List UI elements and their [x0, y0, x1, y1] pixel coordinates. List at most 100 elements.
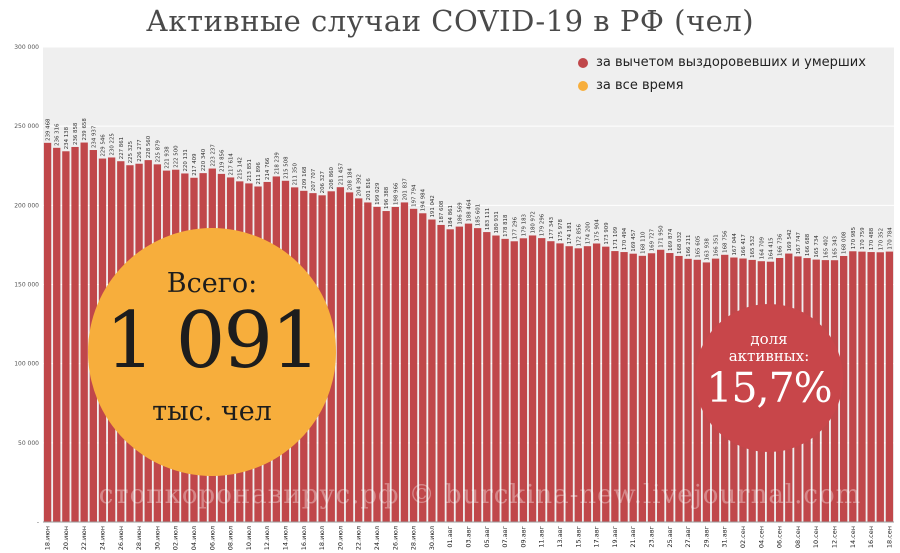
share-caption-line2: активных: — [728, 347, 810, 365]
legend-item-total: за все время — [578, 78, 684, 93]
data-label: 230 225 — [110, 133, 116, 155]
x-tick-label: 07.авг — [501, 525, 509, 547]
data-label: 167 044 — [732, 233, 738, 256]
bar — [336, 187, 345, 522]
bar — [510, 241, 518, 523]
share-value: 15,7% — [706, 364, 832, 412]
x-tick-label: 18.сен — [885, 526, 893, 548]
x-tick-label: 12.сен — [831, 526, 839, 548]
data-label: 239 468 — [46, 118, 52, 141]
data-label: 173 909 — [604, 222, 610, 245]
x-tick-label: 10.сен — [812, 526, 820, 548]
x-axis: 18.июн 20.июн 22.июн 24.июн 26.июн 28.июн 30.и… — [43, 521, 894, 550]
bar — [565, 246, 573, 522]
x-tick-label: 06.сен — [776, 526, 784, 548]
data-label: 167 747 — [796, 232, 802, 254]
bar — [53, 147, 61, 522]
data-label: 171 950 — [659, 225, 665, 248]
bar — [620, 252, 628, 523]
bar — [409, 208, 418, 522]
x-tick-label: 10.июл — [245, 526, 253, 550]
data-label: 168 756 — [723, 230, 729, 253]
data-label: 175 904 — [595, 219, 601, 242]
bar — [80, 142, 88, 522]
data-label: 169 874 — [668, 228, 674, 251]
data-label: 175 978 — [558, 219, 564, 242]
x-tick-label: 06.июл — [208, 526, 216, 550]
data-label: 185 601 — [476, 204, 482, 226]
data-label: 199 029 — [375, 182, 381, 205]
x-tick-label: 14.сен — [849, 526, 857, 548]
data-label: 217 614 — [229, 153, 235, 176]
data-label: 223 237 — [210, 144, 216, 166]
data-label: 180 972 — [531, 211, 537, 233]
x-tick-label: 11.авг — [538, 525, 546, 547]
data-label: 187 608 — [439, 200, 445, 223]
data-label: 165 402 — [823, 236, 829, 258]
data-label: 236 858 — [73, 122, 79, 145]
x-tick-label: 23.авг — [648, 525, 656, 547]
data-label: 171 109 — [613, 226, 619, 249]
bar — [583, 246, 592, 522]
bar — [364, 202, 372, 522]
bar — [849, 251, 857, 522]
bar — [556, 243, 564, 522]
data-label: 236 316 — [55, 123, 61, 146]
data-label: 198 966 — [393, 182, 399, 205]
data-label: 226 277 — [137, 139, 143, 161]
data-label: 165 532 — [750, 236, 756, 258]
bar — [666, 253, 674, 522]
x-tick-label: 30.июл — [428, 526, 436, 550]
bar — [455, 226, 464, 522]
data-label: 225 325 — [128, 141, 134, 163]
data-label: 166 417 — [741, 234, 747, 256]
data-label: 166 736 — [778, 233, 784, 256]
total-value: 1 091 — [105, 296, 320, 386]
data-label: 215 508 — [283, 156, 289, 179]
data-label: 204 392 — [357, 174, 363, 196]
bar — [547, 241, 555, 522]
data-labels: 239 468 236 316 234 138 236 858 239 658 234 9… — [46, 118, 894, 261]
data-label: 183 111 — [485, 208, 491, 230]
x-tick-label: 20.июн — [62, 526, 70, 550]
legend-label-active: за вычетом выздоровевших и умерших — [596, 55, 866, 70]
data-label: 211 457 — [338, 163, 344, 185]
bar — [373, 206, 381, 523]
x-tick-label: 02.сен — [739, 526, 747, 548]
data-label: 170 494 — [622, 227, 628, 250]
data-label: 164 415 — [768, 237, 774, 259]
x-tick-label: 29.авг — [702, 525, 710, 547]
data-label: 215 142 — [238, 157, 244, 179]
x-tick-label: 28.июл — [410, 526, 418, 550]
legend-item-active: за вычетом выздоровевших и умерших — [578, 55, 866, 70]
data-label: 184 861 — [448, 205, 454, 227]
data-label: 177 296 — [512, 216, 518, 239]
data-label: 177 343 — [549, 217, 555, 239]
x-tick-label: 26.июл — [391, 526, 399, 550]
data-label: 220 340 — [201, 148, 207, 171]
data-label: 170 784 — [887, 227, 893, 250]
x-tick-label: 17.авг — [593, 525, 601, 547]
y-tick-label: 150 000 — [14, 282, 39, 289]
x-tick-label: 08.июл — [227, 526, 235, 550]
data-label: 169 457 — [631, 229, 637, 251]
y-tick-label: 50 000 — [18, 440, 39, 447]
data-label: 218 239 — [274, 152, 280, 175]
data-label: 217 409 — [192, 153, 198, 176]
data-label: 170 985 — [851, 227, 857, 249]
x-tick-label: 24.июл — [373, 526, 381, 550]
bar — [437, 224, 445, 523]
bar — [355, 198, 363, 522]
bar — [657, 249, 665, 522]
x-tick-label: 25.авг — [666, 525, 674, 547]
share-caption-line1: доля — [750, 330, 788, 348]
bar — [611, 251, 619, 522]
data-label: 166 211 — [686, 235, 692, 257]
data-label: 163 938 — [704, 238, 710, 261]
data-label: 166 351 — [714, 234, 720, 256]
bar — [473, 228, 482, 522]
total-caption: Всего: — [166, 268, 258, 299]
x-tick-label: 27.авг — [684, 525, 692, 547]
data-label: 165 343 — [833, 236, 839, 258]
bar — [428, 219, 436, 522]
